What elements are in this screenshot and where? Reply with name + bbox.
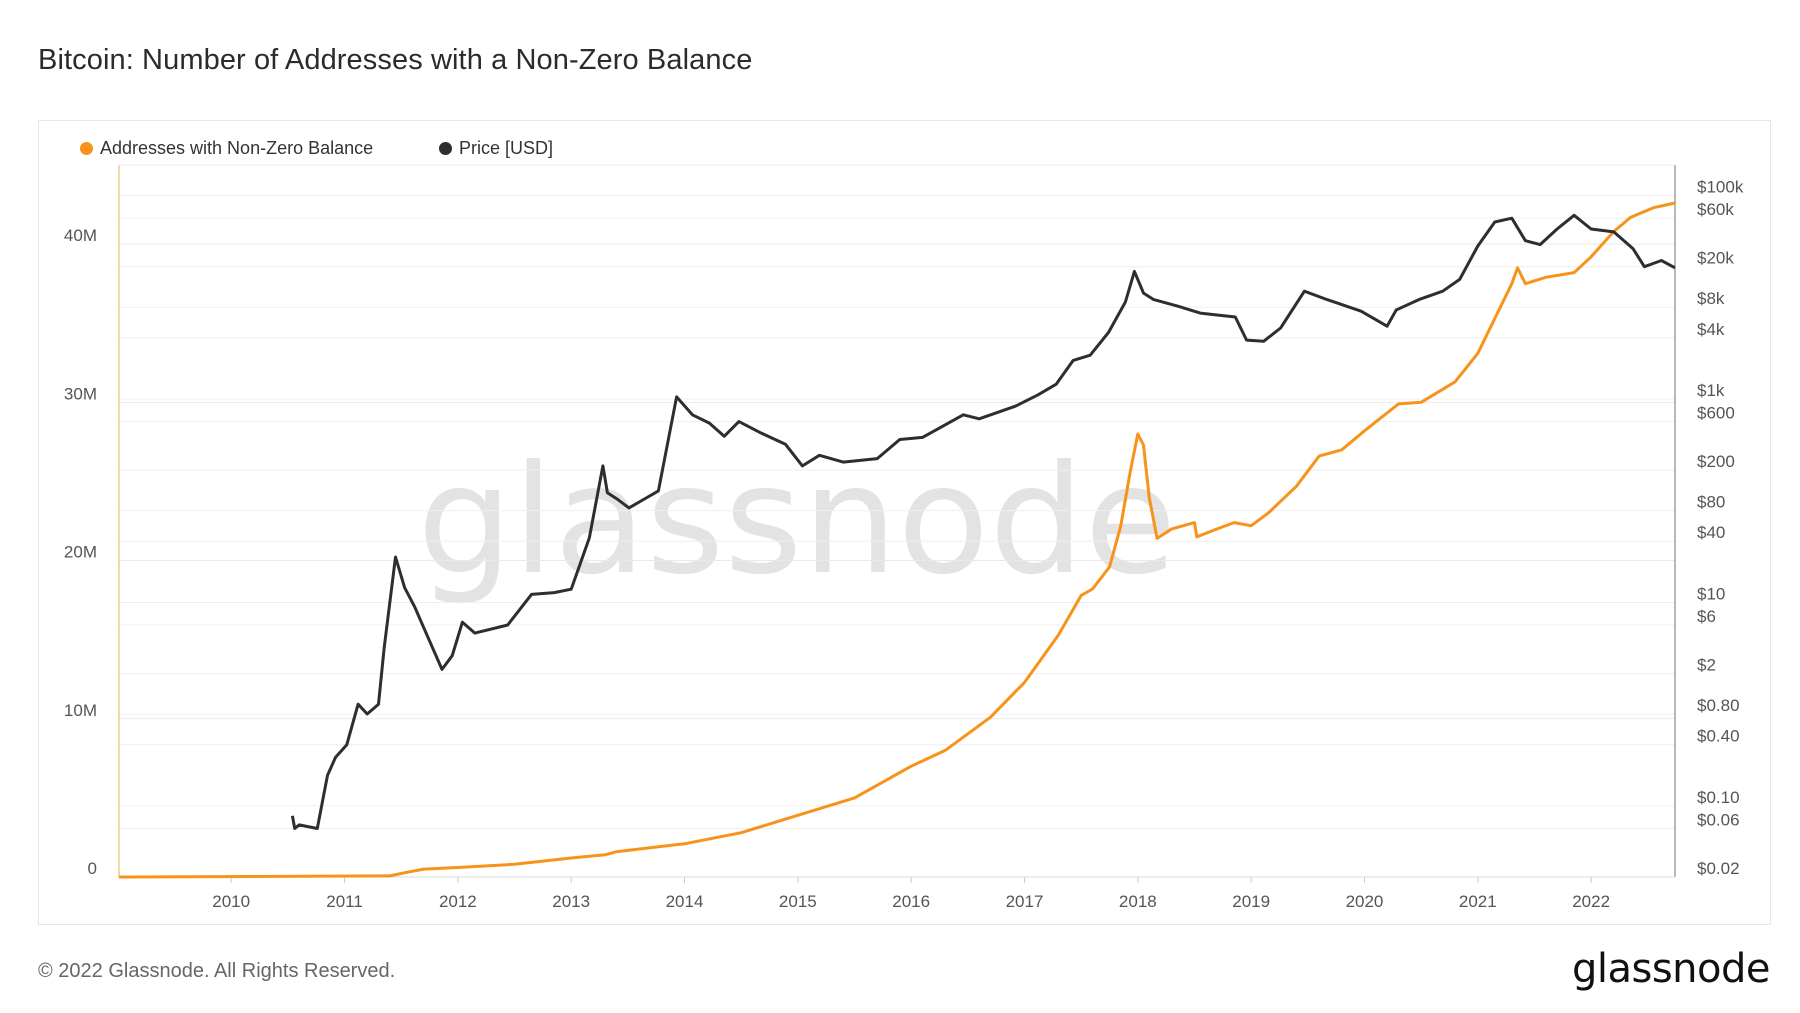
legend-dot-icon — [80, 142, 93, 155]
chart-title: Bitcoin: Number of Addresses with a Non-… — [38, 44, 753, 76]
y-right-tick-label: $4k — [1697, 320, 1725, 339]
legend-item-price[interactable]: Price [USD] — [439, 138, 553, 159]
x-tick-label: 2019 — [1232, 892, 1270, 911]
glassnode-logo: glassnode — [1571, 946, 1771, 992]
y-right-tick-label: $0.10 — [1697, 788, 1740, 807]
y-right-tick-label: $100k — [1697, 178, 1744, 197]
chart-panel — [38, 120, 1771, 925]
x-tick-label: 2016 — [892, 892, 930, 911]
addresses-series-line — [118, 201, 1676, 879]
x-tick-label: 2012 — [439, 892, 477, 911]
x-tick-label: 2015 — [779, 892, 817, 911]
y-right-tick-label: $40 — [1697, 523, 1725, 542]
y-left-tick-label: 0 — [88, 859, 97, 878]
y-right-tick-label: $10 — [1697, 584, 1725, 603]
y-right-tick-label: $200 — [1697, 452, 1735, 471]
x-tick-label: 2022 — [1572, 892, 1610, 911]
x-tick-label: 2017 — [1006, 892, 1044, 911]
y-right-tick-label: $0.80 — [1697, 696, 1740, 715]
y-right-tick-label: $1k — [1697, 381, 1725, 400]
y-right-tick-label: $8k — [1697, 289, 1725, 308]
legend-label: Addresses with Non-Zero Balance — [100, 138, 374, 158]
legend-dot-icon — [439, 142, 452, 155]
x-tick-label: 2021 — [1459, 892, 1497, 911]
copyright-footer: © 2022 Glassnode. All Rights Reserved. — [38, 960, 396, 982]
price-series-line — [290, 213, 1676, 830]
y-right-tick-label: $0.06 — [1697, 810, 1740, 829]
y-right-tick-label: $60k — [1697, 200, 1734, 219]
y-left-tick-label: 40M — [64, 226, 97, 245]
y-left-tick-label: 20M — [64, 543, 97, 562]
y-right-tick-label: $20k — [1697, 249, 1734, 268]
y-right-tick-label: $0.40 — [1697, 727, 1740, 746]
y-right-tick-label: $0.02 — [1697, 859, 1740, 878]
y-right-tick-label: $600 — [1697, 404, 1735, 423]
x-tick-label: 2011 — [326, 892, 363, 911]
x-tick-label: 2018 — [1119, 892, 1157, 911]
x-tick-label: 2013 — [552, 892, 590, 911]
legend-item-addresses[interactable]: Addresses with Non-Zero Balance — [80, 138, 373, 159]
legend-label: Price [USD] — [459, 138, 554, 158]
y-right-tick-label: $2 — [1697, 656, 1716, 675]
x-tick-label: 2014 — [666, 892, 704, 911]
y-right-tick-label: $80 — [1697, 493, 1725, 512]
x-tick-label: 2020 — [1346, 892, 1384, 911]
y-right-tick-label: $6 — [1697, 607, 1716, 626]
y-left-tick-label: 30M — [64, 384, 97, 403]
x-tick-label: 2010 — [212, 892, 250, 911]
y-left-tick-label: 10M — [64, 701, 97, 720]
watermark: glassnode — [417, 434, 1176, 608]
